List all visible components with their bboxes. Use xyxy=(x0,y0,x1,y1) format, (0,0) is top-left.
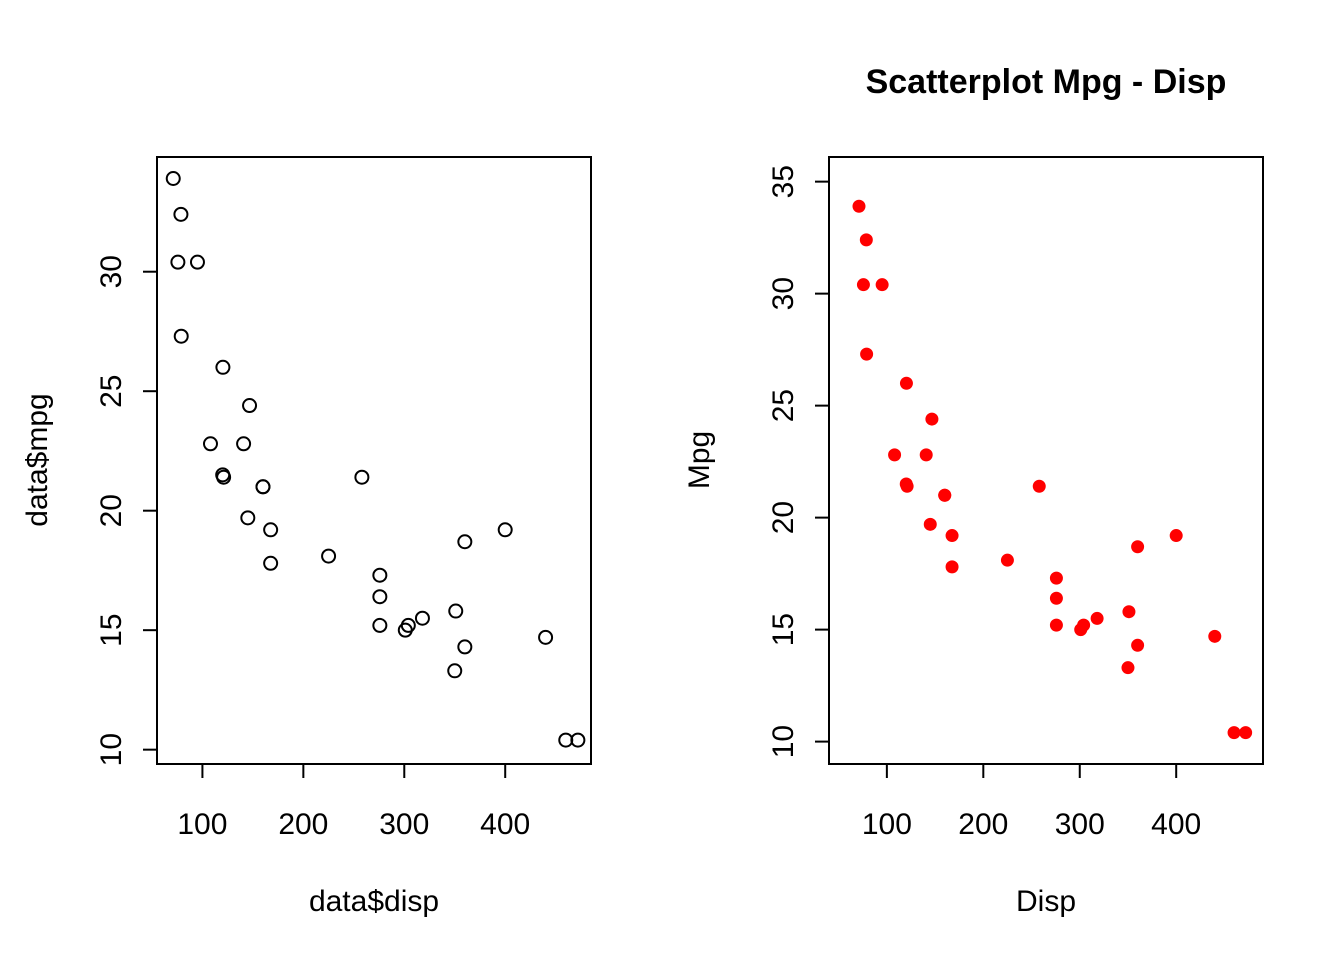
data-point xyxy=(397,622,413,638)
data-point xyxy=(215,359,231,375)
x-tick-label: 200 xyxy=(958,808,1008,841)
y-tick-label: 30 xyxy=(95,255,128,288)
data-point xyxy=(923,517,937,531)
data-point xyxy=(173,206,189,222)
y-tick-label: 25 xyxy=(767,389,800,422)
y-tick-label: 10 xyxy=(95,733,128,766)
x-tick-label: 300 xyxy=(1055,808,1105,841)
x-tick-label: 300 xyxy=(379,808,429,841)
scatterplot-left: 100 200 300 400 10 15 20 25 30 data$disp data$m… xyxy=(21,156,592,918)
plot-frame xyxy=(156,156,592,765)
data-point xyxy=(173,328,189,344)
data-point xyxy=(202,436,218,452)
x-tick-label: 200 xyxy=(278,808,328,841)
data-point xyxy=(457,534,473,550)
data-point xyxy=(414,610,430,626)
y-tick-label: 15 xyxy=(95,613,128,646)
data-point xyxy=(447,663,463,679)
data-point xyxy=(497,522,513,538)
data-point xyxy=(945,560,959,574)
data-point xyxy=(1032,479,1046,493)
data-point xyxy=(1227,726,1241,740)
y-tick-label: 10 xyxy=(767,725,800,758)
data-point xyxy=(899,376,913,390)
data-point xyxy=(919,448,933,462)
data-point xyxy=(372,567,388,583)
data-point xyxy=(372,617,388,633)
y-tick-label: 25 xyxy=(95,375,128,408)
data-point xyxy=(938,488,952,502)
data-point xyxy=(1169,529,1183,543)
data-point xyxy=(354,469,370,485)
data-point xyxy=(1049,571,1063,585)
y-tick-label: 30 xyxy=(767,277,800,310)
y-tick-label: 35 xyxy=(767,165,800,198)
data-point xyxy=(1090,611,1104,625)
data-point xyxy=(236,436,252,452)
data-point xyxy=(570,732,586,748)
data-point xyxy=(1208,629,1222,643)
data-point xyxy=(242,398,258,414)
data-point xyxy=(1122,605,1136,619)
data-point xyxy=(856,278,870,292)
data-point xyxy=(216,469,232,485)
data-point xyxy=(1000,553,1014,567)
data-point xyxy=(170,254,186,270)
data-point xyxy=(255,479,271,495)
data-point xyxy=(859,233,873,247)
data-point xyxy=(538,629,554,645)
x-tick-label: 400 xyxy=(480,808,530,841)
scatterplot-right: Scatterplot Mpg - Disp 100 200 300 400 10 15… xyxy=(683,63,1264,918)
data-point xyxy=(900,479,914,493)
data-point xyxy=(558,732,574,748)
data-point xyxy=(852,199,866,213)
y-axis-label: data$mpg xyxy=(21,393,54,526)
data-point xyxy=(457,639,473,655)
data-point xyxy=(165,171,181,187)
data-point xyxy=(1121,661,1135,675)
data-point xyxy=(263,522,279,538)
data-point xyxy=(925,412,939,426)
data-point xyxy=(860,347,874,361)
x-axis-label: Disp xyxy=(1016,885,1076,918)
y-tick-label: 20 xyxy=(95,494,128,527)
data-point xyxy=(888,448,902,462)
y-tick-label: 15 xyxy=(767,613,800,646)
data-point xyxy=(1239,726,1253,740)
data-point xyxy=(240,510,256,526)
x-tick-label: 100 xyxy=(177,808,227,841)
data-point xyxy=(1074,623,1088,637)
chart-title: Scatterplot Mpg - Disp xyxy=(866,63,1227,101)
data-point xyxy=(1131,638,1145,652)
x-tick-label: 100 xyxy=(862,808,912,841)
data-point xyxy=(263,555,279,571)
data-point xyxy=(1049,591,1063,605)
data-point xyxy=(372,589,388,605)
data-point xyxy=(1049,618,1063,632)
data-point xyxy=(875,278,889,292)
data-point xyxy=(945,529,959,543)
x-tick-label: 400 xyxy=(1151,808,1201,841)
x-axis-label: data$disp xyxy=(309,885,439,918)
data-point xyxy=(189,254,205,270)
y-axis-label: Mpg xyxy=(683,431,716,489)
y-tick-label: 20 xyxy=(767,501,800,534)
data-point xyxy=(321,548,337,564)
data-point xyxy=(448,603,464,619)
data-point xyxy=(1131,540,1145,554)
